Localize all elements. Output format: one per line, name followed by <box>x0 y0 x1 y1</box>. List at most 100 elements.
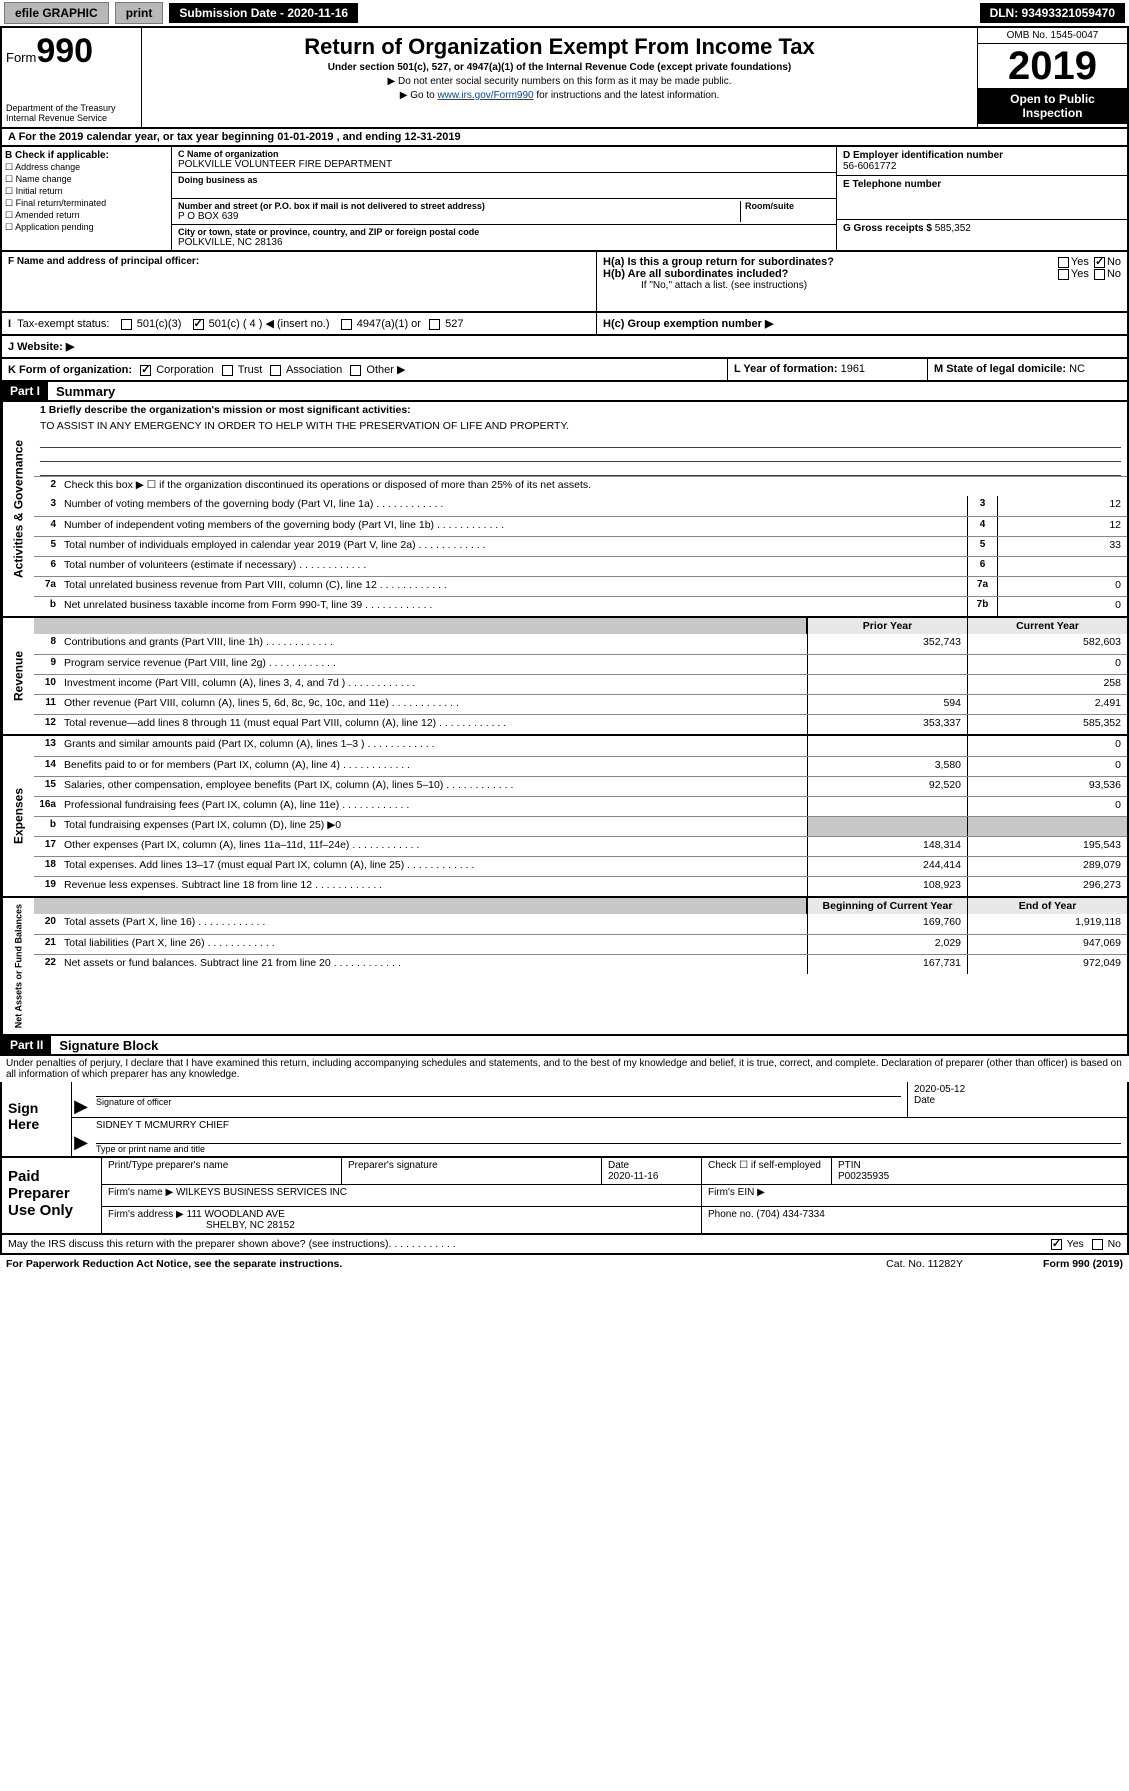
open-public-badge: Open to Public Inspection <box>978 88 1127 124</box>
ha-yes[interactable] <box>1058 257 1069 268</box>
form-number: Form990 <box>6 32 137 71</box>
chk-4947[interactable] <box>341 319 352 330</box>
summary-row: 11 Other revenue (Part VIII, column (A),… <box>34 694 1127 714</box>
summary-row: 15 Salaries, other compensation, employe… <box>34 776 1127 796</box>
ptin: P00235935 <box>838 1171 889 1182</box>
chk-pending[interactable]: ☐ Application pending <box>5 222 168 233</box>
prep-sig-label: Preparer's signature <box>342 1158 602 1184</box>
chk-amended[interactable]: ☐ Amended return <box>5 210 168 221</box>
chk-501c3[interactable] <box>121 319 132 330</box>
form-subtitle: Under section 501(c), 527, or 4947(a)(1)… <box>148 62 971 73</box>
mission-text: TO ASSIST IN ANY EMERGENCY IN ORDER TO H… <box>34 418 1127 434</box>
officer-name: SIDNEY T MCMURRY CHIEF <box>96 1120 1121 1131</box>
part2-header: Part II Signature Block <box>0 1036 1129 1056</box>
dept-label: Department of the Treasury <box>6 103 137 113</box>
addr-value: P O BOX 639 <box>178 211 740 222</box>
summary-row: 22 Net assets or fund balances. Subtract… <box>34 954 1127 974</box>
chk-assoc[interactable] <box>270 365 281 376</box>
k-row: K Form of organization: Corporation Trus… <box>0 359 1129 382</box>
vlabel-revenue: Revenue <box>2 618 34 734</box>
col-end: End of Year <box>967 898 1127 914</box>
summary-row: 17 Other expenses (Part IX, column (A), … <box>34 836 1127 856</box>
summary-row: 12 Total revenue—add lines 8 through 11 … <box>34 714 1127 734</box>
summary-row: 19 Revenue less expenses. Subtract line … <box>34 876 1127 896</box>
part1-body: Activities & Governance 1 Briefly descri… <box>0 402 1129 1036</box>
year-formation: 1961 <box>841 363 865 375</box>
gross-label: G Gross receipts $ <box>843 223 932 234</box>
prep-date: 2020-11-16 <box>608 1171 658 1182</box>
cat-no: Cat. No. 11282Y <box>886 1258 963 1270</box>
discuss-no[interactable] <box>1092 1239 1103 1250</box>
hb-row: H(b) Are all subordinates included? Yes … <box>603 268 1121 280</box>
summary-row: 18 Total expenses. Add lines 13–17 (must… <box>34 856 1127 876</box>
discuss-yes[interactable] <box>1051 1239 1062 1250</box>
hb-no[interactable] <box>1094 269 1105 280</box>
chk-final[interactable]: ☐ Final return/terminated <box>5 198 168 209</box>
summary-row: 5 Total number of individuals employed i… <box>34 536 1127 556</box>
city-value: POLKVILLE, NC 28136 <box>178 237 830 248</box>
ein-value: 56-6061772 <box>843 161 1121 172</box>
firm-ein-label: Firm's EIN ▶ <box>702 1185 1127 1206</box>
chk-corp[interactable] <box>140 365 151 376</box>
summary-row: 21 Total liabilities (Part X, line 26) 2… <box>34 934 1127 954</box>
chk-501c[interactable] <box>193 319 204 330</box>
summary-row: 7a Total unrelated business revenue from… <box>34 576 1127 596</box>
addr-label: Number and street (or P.O. box if mail i… <box>178 201 740 211</box>
dln-label: DLN: 93493321059470 <box>980 3 1125 23</box>
summary-row: 8 Contributions and grants (Part VIII, l… <box>34 634 1127 654</box>
summary-row: 16a Professional fundraising fees (Part … <box>34 796 1127 816</box>
firm-name: WILKEYS BUSINESS SERVICES INC <box>176 1187 347 1198</box>
form-note2: ▶ Go to www.irs.gov/Form990 for instruct… <box>148 90 971 101</box>
state-domicile: NC <box>1069 363 1085 375</box>
part1-header: Part I Summary <box>0 382 1129 402</box>
officer-group-block: F Name and address of principal officer:… <box>0 252 1129 313</box>
vlabel-expenses: Expenses <box>2 736 34 896</box>
summary-row: 6 Total number of volunteers (estimate i… <box>34 556 1127 576</box>
chk-initial[interactable]: ☐ Initial return <box>5 186 168 197</box>
form-title: Return of Organization Exempt From Incom… <box>148 34 971 60</box>
sign-block: Sign Here ▶ Signature of officer 2020-05… <box>0 1082 1129 1158</box>
ha-row: H(a) Is this a group return for subordin… <box>603 256 1121 268</box>
city-label: City or town, state or province, country… <box>178 227 830 237</box>
sig-arrow-icon: ▶ <box>72 1118 90 1156</box>
summary-row: b Net unrelated business taxable income … <box>34 596 1127 616</box>
efile-button[interactable]: efile GRAPHIC <box>4 2 109 24</box>
chk-address[interactable]: ☐ Address change <box>5 162 168 173</box>
dba-label: Doing business as <box>178 175 830 185</box>
firm-phone: (704) 434-7334 <box>756 1209 824 1220</box>
summary-row: 3 Number of voting members of the govern… <box>34 496 1127 516</box>
f-label: F Name and address of principal officer: <box>8 256 590 267</box>
hb-yes[interactable] <box>1058 269 1069 280</box>
chk-trust[interactable] <box>222 365 233 376</box>
col-prior: Prior Year <box>807 618 967 634</box>
chk-other[interactable] <box>350 365 361 376</box>
tax-year: 2019 <box>978 44 1127 88</box>
check-self[interactable]: Check ☐ if self-employed <box>702 1158 832 1184</box>
vlabel-netassets: Net Assets or Fund Balances <box>2 898 34 1034</box>
discuss-row: May the IRS discuss this return with the… <box>0 1235 1129 1255</box>
col-current: Current Year <box>967 618 1127 634</box>
page-footer: For Paperwork Reduction Act Notice, see … <box>0 1255 1129 1273</box>
form-footer: Form 990 (2019) <box>1043 1258 1123 1270</box>
summary-row: b Total fundraising expenses (Part IX, c… <box>34 816 1127 836</box>
summary-row: 14 Benefits paid to or for members (Part… <box>34 756 1127 776</box>
summary-row: 20 Total assets (Part X, line 16) 169,76… <box>34 914 1127 934</box>
entity-block: B Check if applicable: ☐ Address change … <box>0 147 1129 252</box>
summary-row: 10 Investment income (Part VIII, column … <box>34 674 1127 694</box>
firm-addr2: SHELBY, NC 28152 <box>108 1220 295 1231</box>
form-note1: ▶ Do not enter social security numbers o… <box>148 76 971 87</box>
topbar: efile GRAPHIC print Submission Date - 20… <box>0 0 1129 28</box>
website-row: J Website: ▶ <box>0 336 1129 359</box>
chk-527[interactable] <box>429 319 440 330</box>
omb-number: OMB No. 1545-0047 <box>978 28 1127 44</box>
form990-link[interactable]: www.irs.gov/Form990 <box>437 90 533 101</box>
tax-status-block: I Tax-exempt status: 501(c)(3) 501(c) ( … <box>0 313 1129 336</box>
hc-label: H(c) Group exemption number ▶ <box>603 318 773 330</box>
ha-no[interactable] <box>1094 257 1105 268</box>
print-button[interactable]: print <box>115 2 164 24</box>
chk-name[interactable]: ☐ Name change <box>5 174 168 185</box>
ein-label: D Employer identification number <box>843 150 1121 161</box>
room-label: Room/suite <box>745 201 830 211</box>
gross-value: 585,352 <box>935 223 971 234</box>
preparer-block: Paid Preparer Use Only Print/Type prepar… <box>0 1158 1129 1235</box>
